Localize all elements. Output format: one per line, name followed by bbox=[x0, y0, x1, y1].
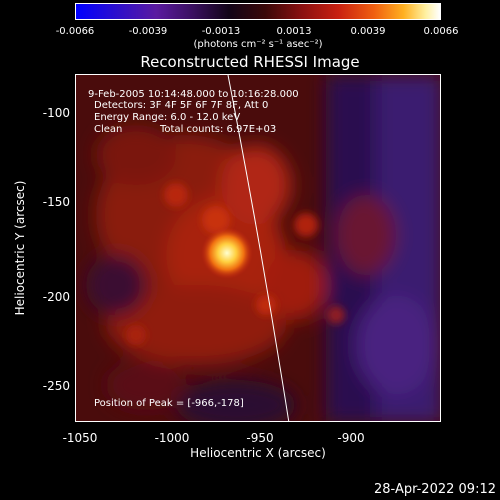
emission-blobs bbox=[126, 183, 345, 345]
colorbar-tick: 0.0013 bbox=[276, 26, 312, 37]
info-counts: Total counts: 6.97E+03 bbox=[160, 124, 277, 135]
image-canvas bbox=[76, 75, 440, 421]
colorbar-tick: 0.0039 bbox=[350, 26, 386, 37]
y-tick: -150 bbox=[42, 195, 70, 209]
emission-map bbox=[86, 75, 440, 421]
plot-title: Reconstructed RHESSI Image bbox=[140, 53, 360, 71]
image-plot: 9-Feb-2005 10:14:48.000 to 10:16:28.000 … bbox=[75, 74, 441, 422]
info-time-range: 9-Feb-2005 10:14:48.000 to 10:16:28.000 bbox=[88, 89, 299, 100]
x-tick: -900 bbox=[337, 431, 365, 445]
x-tick: -1050 bbox=[62, 431, 98, 445]
info-detectors: Detectors: 3F 4F 5F 6F 7F 8F, Att 0 bbox=[94, 100, 269, 111]
solar-limb bbox=[227, 75, 290, 421]
y-tick: -250 bbox=[42, 379, 70, 393]
y-tick: -200 bbox=[42, 290, 70, 304]
info-peak: Position of Peak = [-966,-178] bbox=[94, 398, 244, 409]
y-tick: -100 bbox=[42, 106, 70, 120]
x-tick: -950 bbox=[246, 431, 274, 445]
y-axis-label: Heliocentric Y (arcsec) bbox=[13, 180, 27, 316]
timestamp: 28-Apr-2022 09:12 bbox=[374, 482, 496, 497]
colorbar bbox=[75, 3, 441, 20]
colorbar-tick: -0.0039 bbox=[128, 26, 168, 37]
colorbar-tick: -0.0013 bbox=[201, 26, 241, 37]
info-method: Clean bbox=[94, 124, 123, 135]
x-axis-label: Heliocentric X (arcsec) bbox=[190, 446, 326, 460]
x-tick: -1000 bbox=[154, 431, 190, 445]
info-energy: Energy Range: 6.0 - 12.0 keV bbox=[94, 112, 241, 123]
peak-source bbox=[201, 227, 253, 279]
colorbar-tick: -0.0066 bbox=[55, 26, 95, 37]
colorbar-tick: 0.0066 bbox=[423, 26, 459, 37]
colorbar-units: (photons cm⁻² s⁻¹ asec⁻²) bbox=[193, 39, 323, 50]
